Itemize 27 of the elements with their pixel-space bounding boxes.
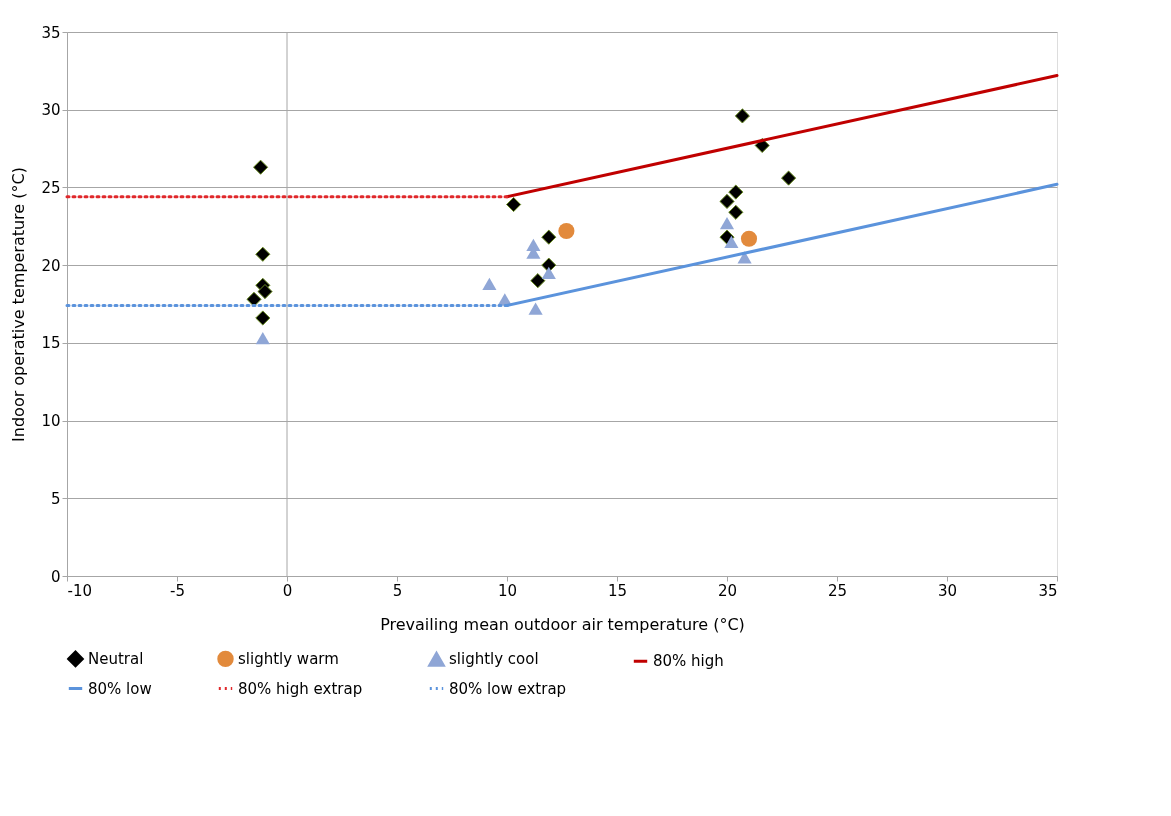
y-tick-label: 10 <box>41 412 61 431</box>
x-tick-label: 35 <box>1038 581 1058 600</box>
legend-label: 80% high extrap <box>238 679 363 698</box>
x-tick-label: 15 <box>607 581 628 600</box>
x-tick-label: 30 <box>937 581 958 600</box>
x-axis-title: Prevailing mean outdoor air temperature (°C) <box>380 614 745 634</box>
legend-label: Neutral <box>88 649 144 668</box>
x-tick-label: 10 <box>497 581 518 600</box>
x-tick-label: -10 <box>67 581 92 600</box>
y-tick-label: 20 <box>41 256 61 275</box>
y-tick-label: 15 <box>41 334 61 353</box>
legend-label: 80% high <box>653 652 724 671</box>
x-tick-label: 25 <box>827 581 848 600</box>
y-tick-label: 25 <box>41 178 61 197</box>
legend-label: slightly warm <box>238 649 339 668</box>
legend-label: slightly cool <box>449 650 539 669</box>
y-tick-label: 5 <box>50 489 61 508</box>
y-tick-label: 30 <box>41 101 61 120</box>
y-tick-label: 35 <box>41 23 61 42</box>
y-axis-title: Indoor operative temperature (°C) <box>9 167 29 442</box>
legend-label: 80% low <box>88 679 152 698</box>
y-tick-label: 0 <box>50 567 61 586</box>
x-tick-label: -5 <box>170 581 185 600</box>
x-tick-label: 5 <box>392 581 403 600</box>
x-tick-label: 20 <box>717 581 738 600</box>
x-tick-label: 0 <box>282 581 293 600</box>
legend-label: 80% low extrap <box>449 679 567 698</box>
